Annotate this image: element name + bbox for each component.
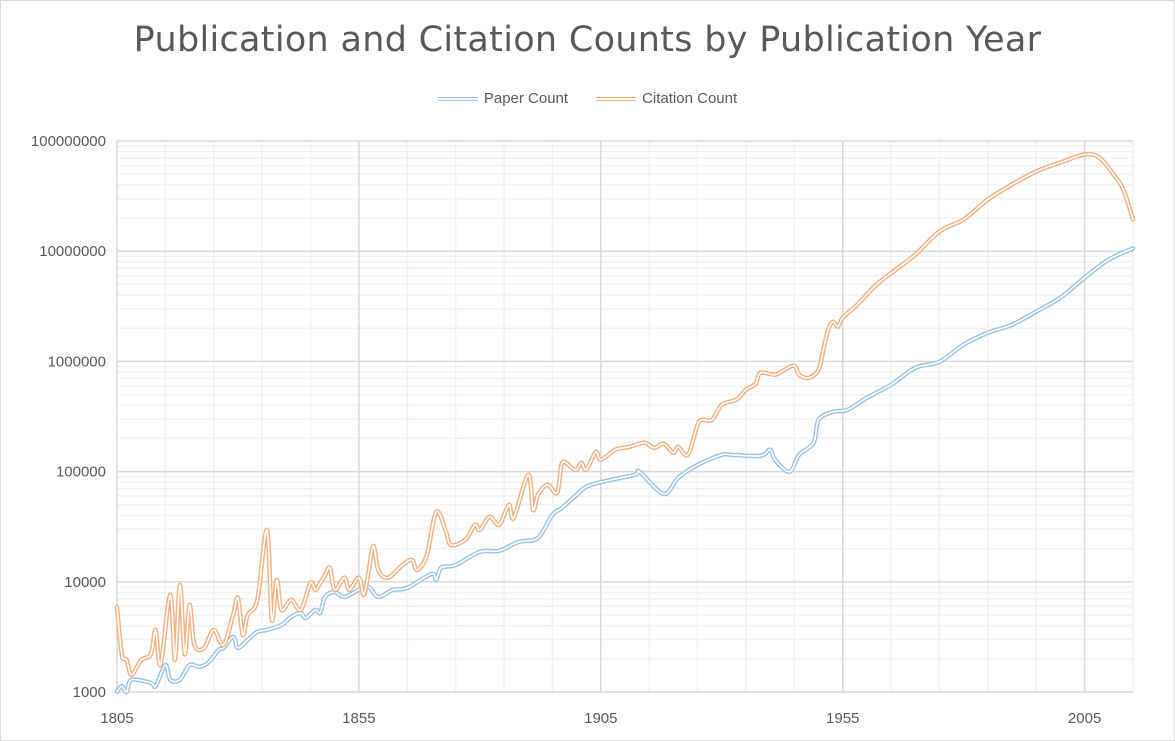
x-tick-label: 1805 [100, 710, 133, 727]
legend-label-citation-count: Citation Count [642, 90, 738, 107]
legend-label-paper-count: Paper Count [483, 90, 569, 107]
y-tick-label: 10000 [64, 574, 106, 591]
legend-swatch-paper-count [437, 96, 478, 101]
y-tick-label: 100000 [56, 464, 106, 481]
legend-item-citation-count: Citation Count [596, 90, 737, 107]
y-tick-label: 1000 [73, 684, 106, 701]
x-tick-label: 2005 [1068, 710, 1101, 727]
y-tick-label: 10000000 [39, 243, 106, 260]
chart-title: Publication and Citation Counts by Publi… [133, 20, 1042, 60]
series-line-inner-paper-count [116, 247, 1134, 693]
legend: Paper Count Citation Count [0, 90, 1175, 107]
series-line-inner-citation-count [116, 153, 1134, 676]
x-tick-label: 1955 [826, 710, 859, 727]
y-tick-label: 1000000 [48, 353, 106, 370]
x-tick-label: 1905 [584, 710, 617, 727]
legend-swatch-citation-count [596, 96, 637, 101]
x-tick-label: 1855 [342, 710, 375, 727]
y-tick-label: 100000000 [31, 133, 106, 150]
legend-item-paper-count: Paper Count [437, 90, 569, 107]
series-line-citation-count [114, 151, 1136, 678]
